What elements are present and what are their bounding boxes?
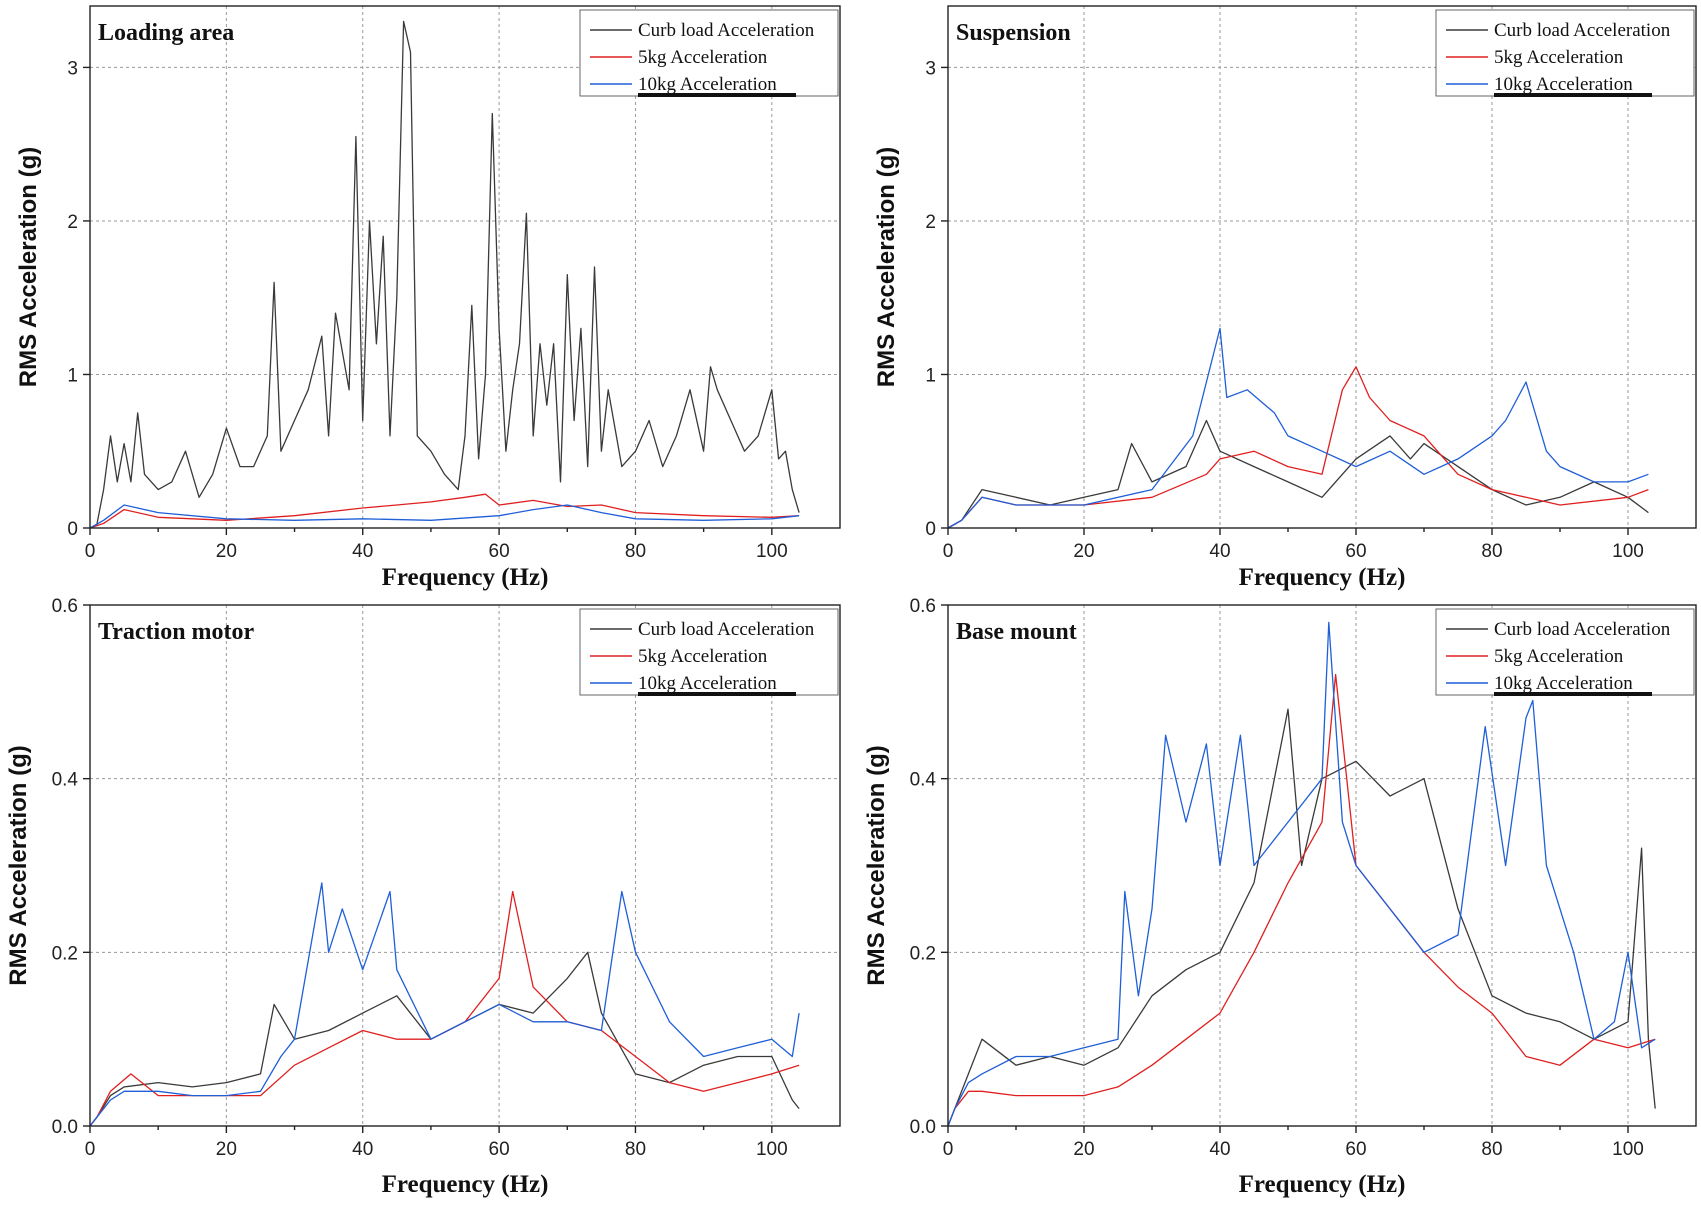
series-line-10kg-acceleration	[89, 504, 800, 529]
panel-suspension: 0 20 40 60 80 100 0 1 2 3 Frequency (Hz) RMS Accele…	[873, 5, 1697, 591]
legend: Curb load Acceleration 5kg Acceleration 10…	[579, 9, 839, 97]
x-tick-label: 80	[625, 541, 646, 562]
y-tick-label: 0.4	[52, 770, 79, 791]
plot-frame	[947, 604, 1697, 1127]
series-line-10kg-acceleration	[89, 882, 800, 1127]
legend-underline	[638, 692, 796, 696]
y-tick-label: 0.6	[52, 596, 78, 617]
legend-entry: 10kg Acceleration	[638, 74, 777, 95]
x-tick-label: 100	[1612, 1139, 1644, 1160]
legend-entry: Curb load Acceleration	[1494, 619, 1671, 640]
x-tick-label: 100	[1612, 541, 1644, 562]
plot-frame	[947, 5, 1697, 529]
legend-box	[579, 608, 839, 696]
legend-entry: 10kg Acceleration	[1494, 74, 1633, 95]
panel-traction-motor: 0 20 40 60 80 100 0.0 0.2 0.4 0.6 Frequency (Hz) RM…	[5, 596, 841, 1198]
y-tick-label: 0.0	[52, 1117, 78, 1138]
y-tick-label: 0	[925, 519, 936, 540]
x-tick-label: 0	[85, 541, 96, 562]
plot-frame	[89, 5, 841, 529]
plot-frame	[89, 604, 841, 1127]
x-tick-label: 0	[85, 1139, 96, 1160]
x-tick-label: 100	[756, 541, 788, 562]
x-tick-label: 40	[352, 1139, 373, 1160]
x-tick-label: 20	[216, 541, 237, 562]
y-tick-label: 0	[67, 519, 78, 540]
y-axis-title: RMS Acceleration (g)	[15, 147, 42, 387]
y-tick-label: 2	[67, 212, 78, 233]
y-tick-label: 0.2	[52, 943, 78, 964]
panel-title: Base mount	[956, 619, 1077, 645]
y-tick-label: 3	[67, 58, 78, 79]
legend-box	[579, 9, 839, 97]
legend-entry: Curb load Acceleration	[638, 619, 815, 640]
x-tick-label: 20	[1073, 1139, 1094, 1160]
panel-loading-area: 0 20 40 60 80 100 0 1 2 3 Frequency (Hz) RMS Accele…	[15, 5, 841, 591]
legend-underline	[1494, 692, 1652, 696]
x-axis-title: Frequency (Hz)	[382, 564, 549, 591]
x-tick-label: 40	[1209, 541, 1230, 562]
legend-underline	[1494, 93, 1652, 97]
x-tick-label: 100	[756, 1139, 788, 1160]
legend-entry: 5kg Acceleration	[1494, 646, 1624, 667]
x-tick-label: 80	[625, 1139, 646, 1160]
x-tick-label: 80	[1481, 541, 1502, 562]
legend-box	[1435, 608, 1695, 696]
legend-entry: 10kg Acceleration	[638, 673, 777, 694]
y-tick-label: 3	[925, 58, 936, 79]
x-tick-label: 0	[943, 541, 954, 562]
panel-title: Suspension	[956, 20, 1071, 46]
panel-title: Traction motor	[98, 619, 255, 645]
y-tick-label: 1	[67, 365, 78, 386]
x-tick-label: 20	[216, 1139, 237, 1160]
series-line-curb-load-acceleration	[947, 419, 1649, 529]
panel-base-mount: 0 20 40 60 80 100 0.0 0.2 0.4 0.6 Frequency (Hz) RM…	[863, 596, 1697, 1198]
y-axis-title: RMS Acceleration (g)	[863, 745, 890, 985]
x-axis-title: Frequency (Hz)	[1239, 564, 1406, 591]
x-tick-label: 60	[489, 541, 510, 562]
y-tick-label: 0.0	[910, 1117, 936, 1138]
series-line-5kg-acceleration	[89, 890, 800, 1127]
legend-underline	[638, 93, 796, 97]
series-line-5kg-acceleration	[947, 673, 1656, 1127]
y-tick-label: 2	[925, 212, 936, 233]
legend: Curb load Acceleration 5kg Acceleration 10…	[579, 608, 839, 696]
y-tick-label: 1	[925, 365, 936, 386]
x-axis-title: Frequency (Hz)	[382, 1171, 549, 1198]
x-tick-label: 60	[489, 1139, 510, 1160]
x-tick-label: 60	[1345, 541, 1366, 562]
series-line-curb-load-acceleration	[89, 20, 800, 529]
x-tick-label: 20	[1073, 541, 1094, 562]
series-line-curb-load-acceleration	[947, 708, 1656, 1127]
x-tick-label: 40	[1209, 1139, 1230, 1160]
legend: Curb load Acceleration 5kg Acceleration 10…	[1435, 9, 1695, 97]
y-tick-label: 0.2	[910, 943, 936, 964]
y-tick-label: 0.4	[910, 770, 937, 791]
series-line-10kg-acceleration	[947, 327, 1649, 529]
x-tick-label: 60	[1345, 1139, 1366, 1160]
legend: Curb load Acceleration 5kg Acceleration 10…	[1435, 608, 1695, 696]
legend-entry: Curb load Acceleration	[638, 20, 815, 41]
series-line-10kg-acceleration	[947, 621, 1656, 1127]
legend-entry: 5kg Acceleration	[638, 646, 768, 667]
x-tick-label: 0	[943, 1139, 954, 1160]
series-line-curb-load-acceleration	[89, 951, 800, 1127]
legend-entry: Curb load Acceleration	[1494, 20, 1671, 41]
legend-entry: 5kg Acceleration	[638, 47, 768, 68]
panel-title: Loading area	[98, 20, 234, 46]
x-axis-title: Frequency (Hz)	[1239, 1171, 1406, 1198]
y-axis-title: RMS Acceleration (g)	[873, 147, 900, 387]
x-tick-label: 80	[1481, 1139, 1502, 1160]
legend-box	[1435, 9, 1695, 97]
legend-entry: 5kg Acceleration	[1494, 47, 1624, 68]
x-tick-label: 40	[352, 541, 373, 562]
y-axis-title: RMS Acceleration (g)	[5, 745, 32, 985]
legend-entry: 10kg Acceleration	[1494, 673, 1633, 694]
y-tick-label: 0.6	[910, 596, 936, 617]
series-line-5kg-acceleration	[89, 493, 800, 529]
